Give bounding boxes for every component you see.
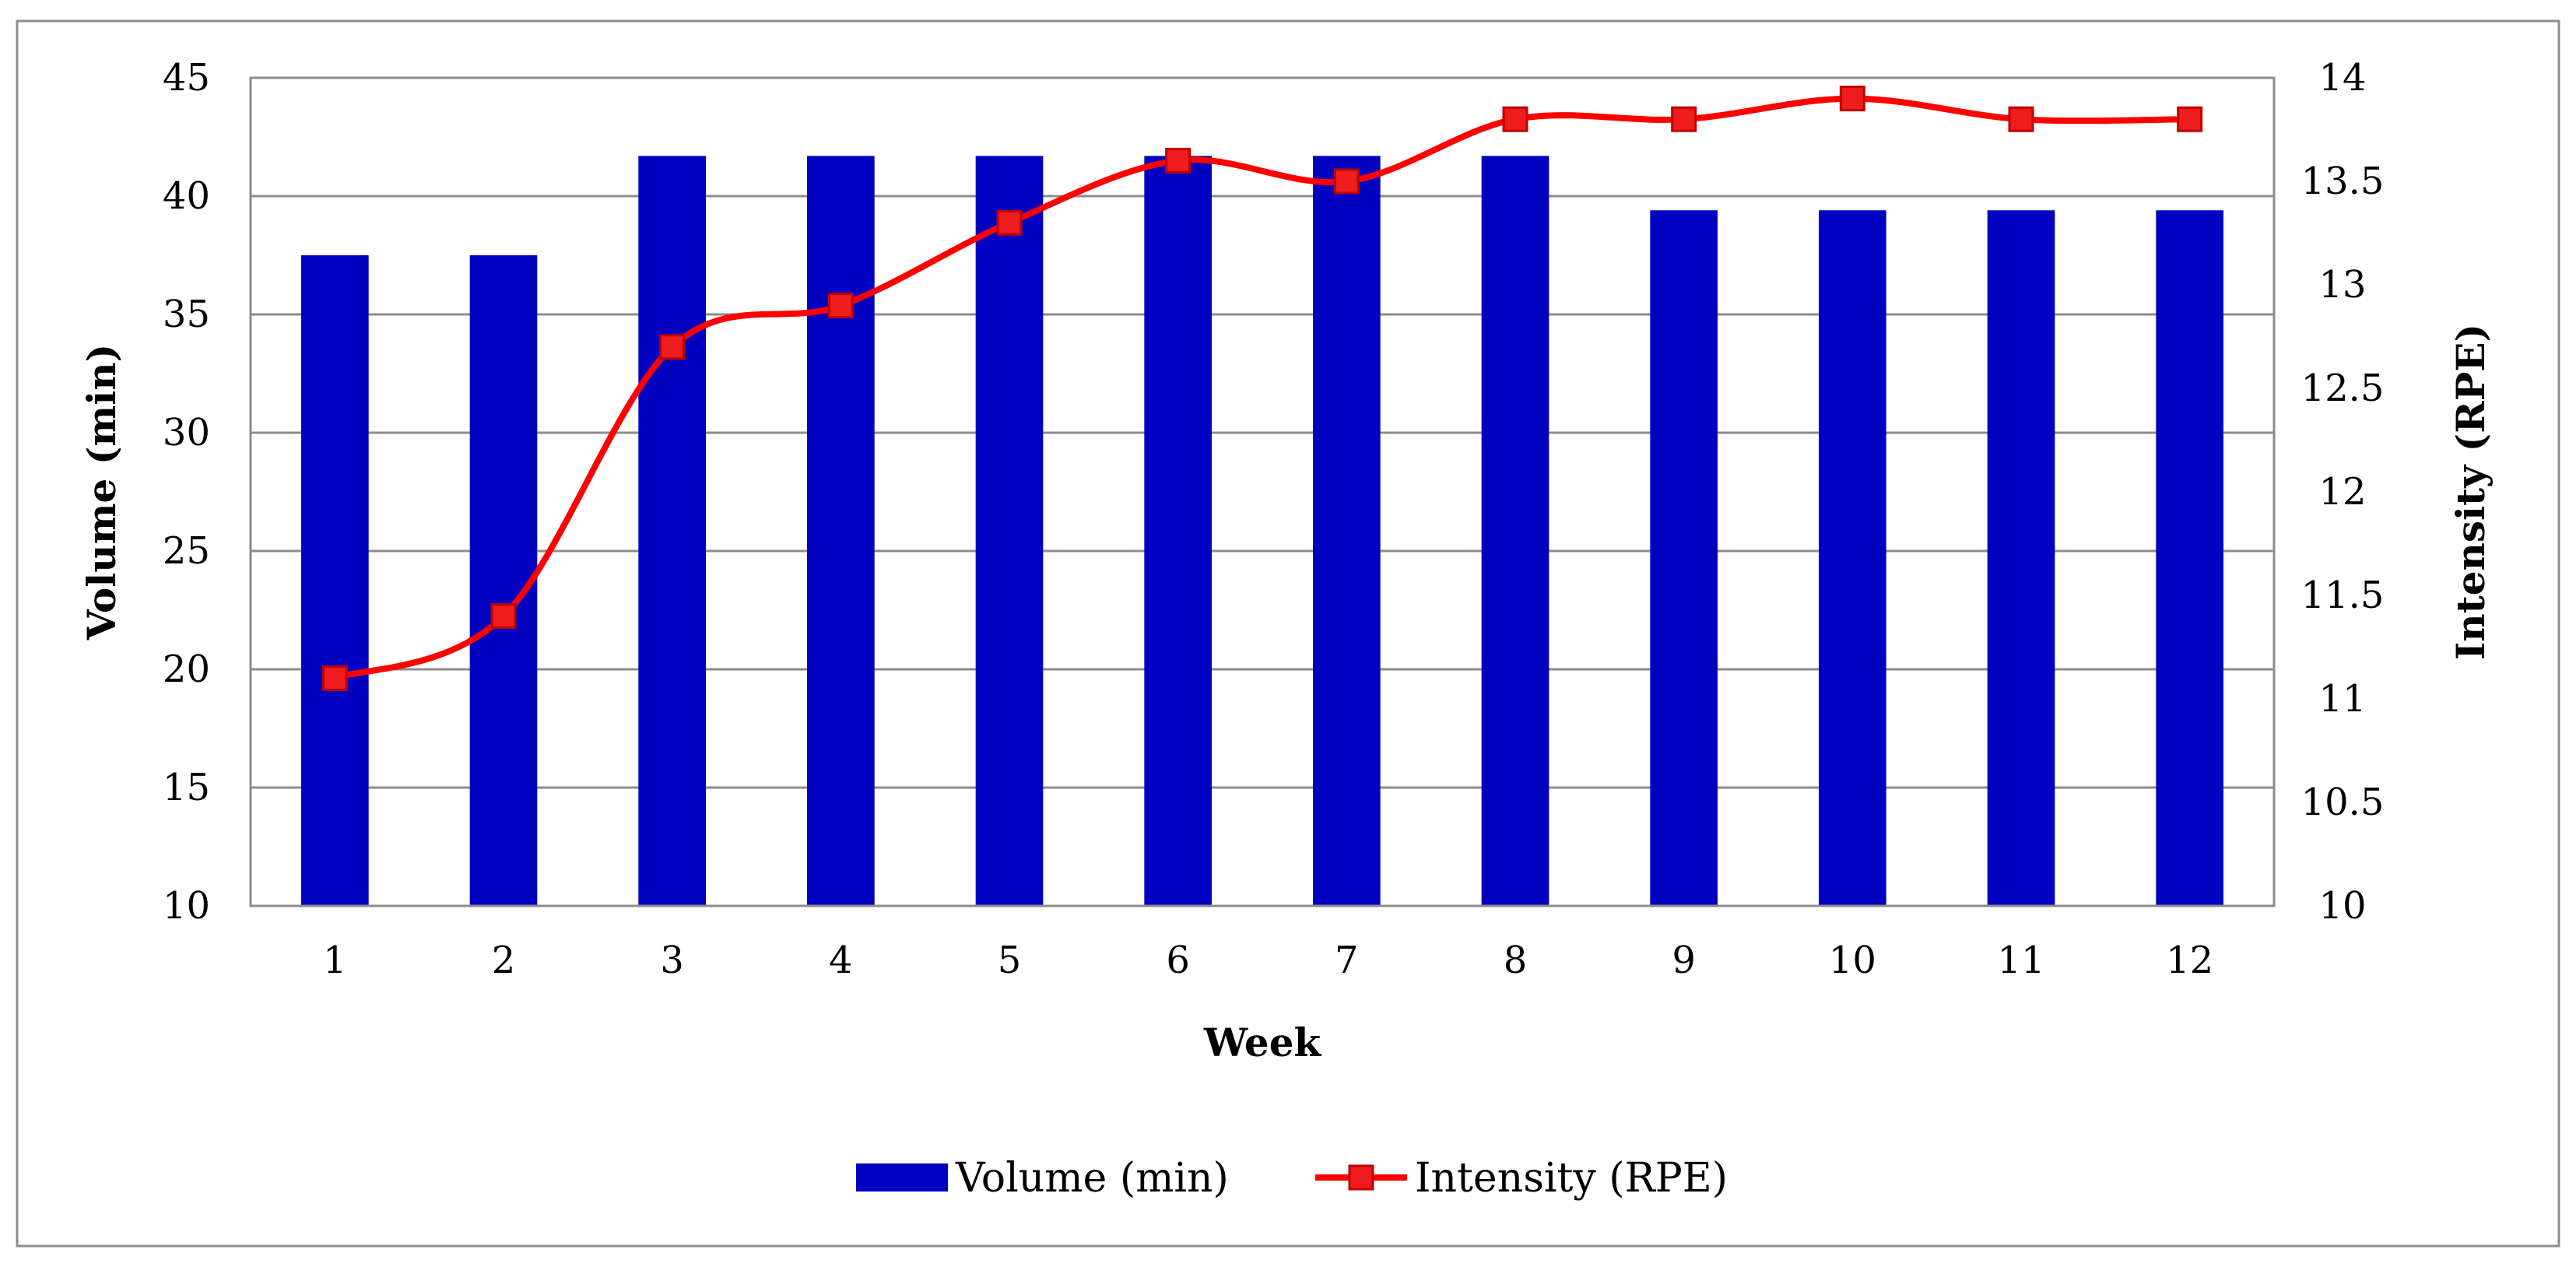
right-tick-label: 12 — [2318, 470, 2366, 514]
intensity-marker-week-4 — [827, 293, 854, 319]
x-tick-label: 8 — [1504, 939, 1528, 982]
right-axis-title: Intensity (RPE) — [2448, 324, 2494, 660]
left-tick-label: 25 — [163, 529, 210, 573]
intensity-marker-week-2 — [490, 603, 517, 630]
right-tick-label: 10 — [2318, 884, 2366, 928]
intensity-marker-week-10 — [1839, 86, 1865, 112]
left-tick-label: 15 — [163, 766, 210, 809]
bar-week-9 — [1650, 210, 1718, 906]
bar-week-11 — [1987, 210, 2055, 906]
x-tick-label: 1 — [323, 939, 347, 982]
right-tick-label: 11 — [2318, 677, 2366, 721]
x-tick-label: 3 — [660, 939, 684, 982]
bar-week-12 — [2156, 210, 2223, 906]
bar-week-10 — [1819, 210, 1886, 906]
x-tick-label: 2 — [492, 939, 516, 982]
left-tick-label: 45 — [163, 56, 210, 100]
intensity-marker-week-7 — [1333, 168, 1360, 195]
x-tick-label: 7 — [1335, 939, 1359, 982]
left-axis-ticks: 10 15 20 25 30 35 40 45 — [163, 56, 210, 928]
left-tick-label: 20 — [163, 648, 210, 691]
right-tick-label: 10.5 — [2301, 781, 2385, 824]
x-axis-ticks: 1 2 3 4 5 6 7 8 9 10 11 12 — [323, 939, 2213, 982]
bar-week-4 — [807, 156, 875, 906]
x-tick-label: 9 — [1672, 939, 1696, 982]
right-tick-label: 12.5 — [2301, 367, 2385, 410]
bar-week-7 — [1313, 156, 1381, 906]
x-tick-label: 6 — [1166, 939, 1190, 982]
left-tick-label: 35 — [163, 293, 210, 336]
bar-week-2 — [469, 255, 538, 906]
intensity-marker-week-11 — [2008, 106, 2034, 132]
right-axis-ticks: 10 10.5 11 11.5 12 12.5 13 13.5 14 — [2301, 56, 2385, 928]
right-tick-label: 13 — [2318, 263, 2366, 307]
intensity-marker-week-3 — [659, 334, 686, 360]
left-tick-label: 40 — [163, 174, 210, 218]
left-tick-label: 10 — [163, 884, 210, 928]
x-tick-label: 4 — [829, 939, 853, 982]
x-tick-label: 10 — [1829, 939, 1876, 982]
left-axis-title: Volume (min) — [79, 344, 125, 641]
bar-week-8 — [1481, 156, 1549, 906]
volume-bars — [301, 156, 2223, 906]
x-tick-label: 5 — [998, 939, 1022, 982]
legend-marker-intensity — [1348, 1164, 1374, 1191]
bar-week-6 — [1144, 156, 1212, 906]
bar-week-5 — [975, 156, 1044, 906]
legend-label-volume: Volume (min) — [955, 1155, 1229, 1202]
right-tick-label: 11.5 — [2301, 574, 2385, 617]
legend-label-intensity: Intensity (RPE) — [1415, 1155, 1728, 1202]
intensity-marker-week-6 — [1165, 147, 1191, 174]
x-axis-title: Week — [1203, 1020, 1322, 1065]
right-tick-label: 14 — [2318, 56, 2366, 100]
left-tick-label: 30 — [163, 411, 210, 455]
intensity-marker-week-9 — [1671, 106, 1697, 132]
intensity-marker-week-1 — [321, 665, 348, 691]
x-tick-label: 12 — [2166, 939, 2213, 982]
legend-swatch-volume — [856, 1163, 948, 1192]
bar-week-3 — [638, 156, 706, 906]
plot-area-border — [249, 76, 2276, 907]
intensity-marker-week-5 — [996, 209, 1023, 236]
chart-frame — [16, 19, 2560, 1248]
intensity-marker-week-12 — [2177, 106, 2203, 132]
gridlines — [251, 195, 2274, 789]
x-tick-label: 11 — [1997, 939, 2044, 982]
bar-week-1 — [301, 255, 369, 906]
intensity-line-series — [321, 86, 2203, 691]
legend: Volume (min) Intensity (RPE) — [856, 1155, 1728, 1202]
right-tick-label: 13.5 — [2301, 160, 2385, 203]
intensity-marker-week-8 — [1502, 106, 1528, 132]
